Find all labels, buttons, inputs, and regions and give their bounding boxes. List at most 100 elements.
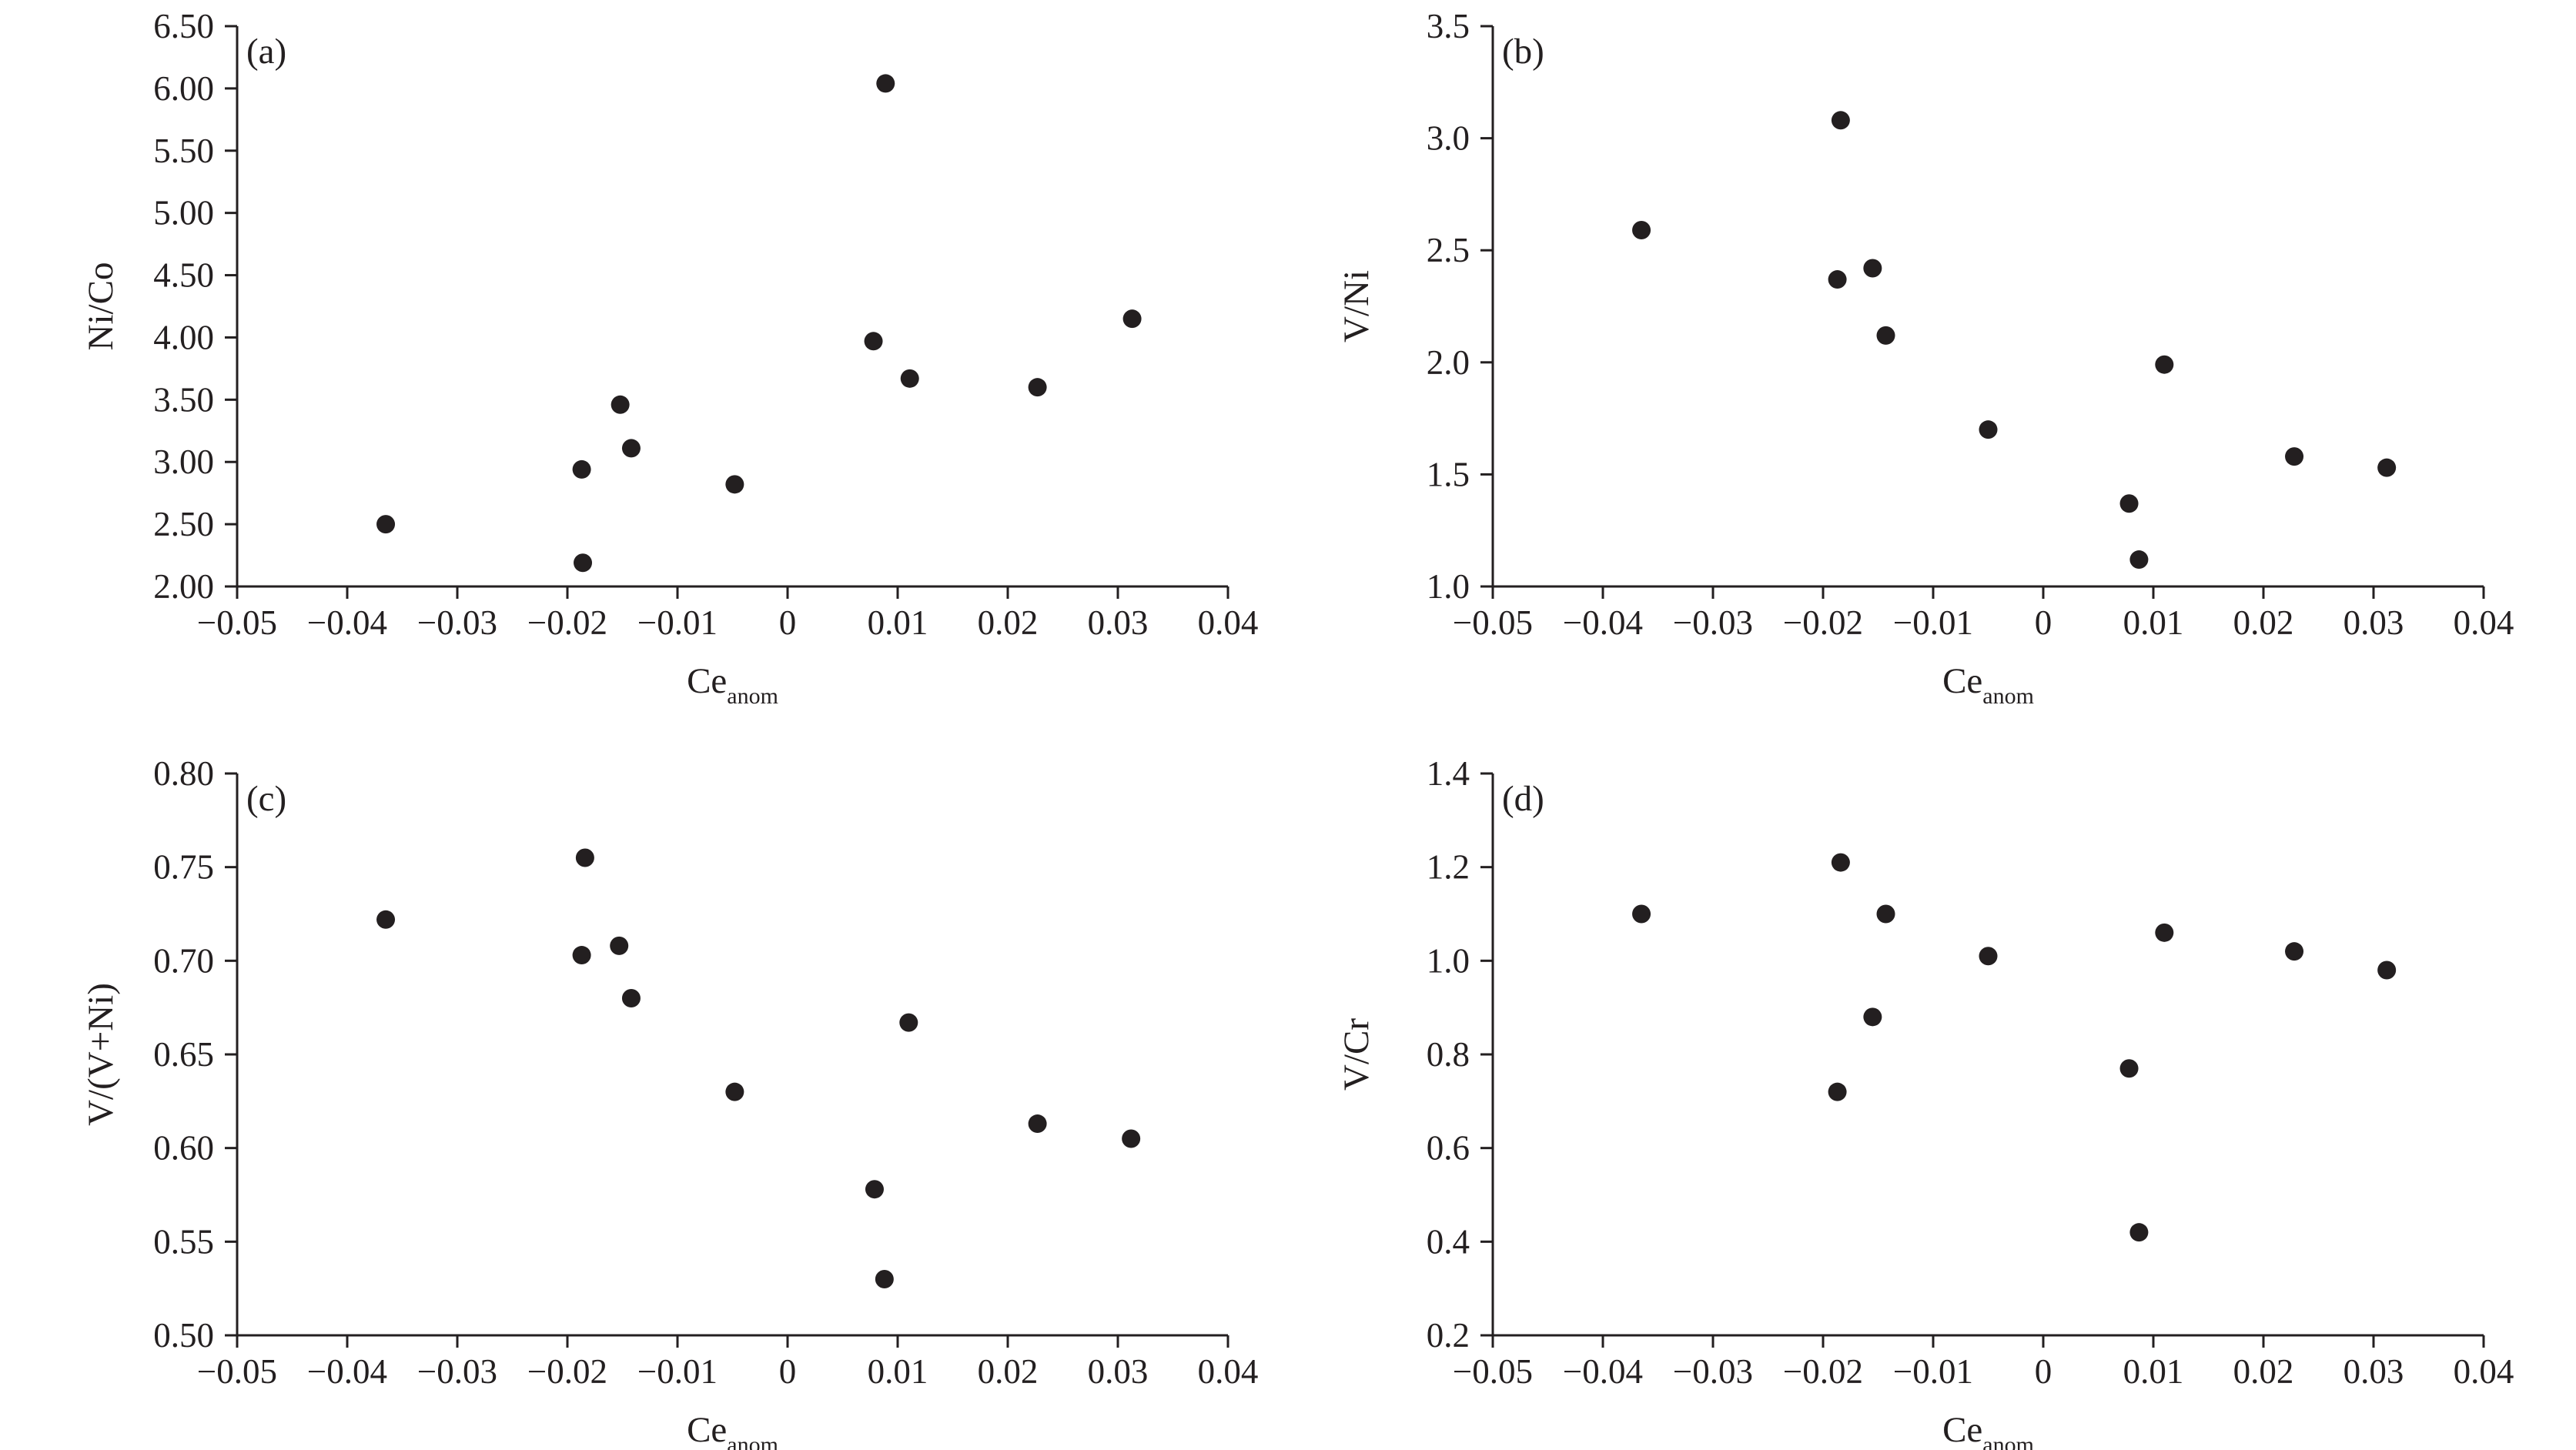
y-tick-label: 5.50 (153, 132, 214, 170)
data-point (1828, 270, 1847, 289)
x-tick-label: −0.02 (527, 603, 607, 642)
x-tick-label: 0.02 (978, 1352, 1039, 1391)
y-tick-label: 2.0 (1427, 343, 1470, 382)
x-tick-label: 0.02 (2233, 1352, 2294, 1391)
x-axis-title-subscript: anom (1982, 683, 2034, 709)
x-tick-label: 0 (2035, 603, 2052, 642)
x-axis-title-main: Ce (687, 1410, 727, 1450)
y-tick-label: 0.50 (153, 1316, 214, 1355)
x-tick-label: −0.03 (417, 603, 497, 642)
x-axis-title: Ceanom (687, 661, 778, 709)
y-tick-label: 0.80 (153, 754, 214, 793)
x-tick-label: −0.01 (1893, 1352, 1973, 1391)
y-tick-label: 1.0 (1427, 567, 1470, 606)
y-tick-label: 3.0 (1427, 119, 1470, 158)
x-axis-title-subscript: anom (1982, 1432, 2034, 1450)
x-tick-label: −0.04 (307, 1352, 387, 1391)
x-tick-label: 0.04 (2454, 1352, 2514, 1391)
x-tick-label: −0.02 (1783, 603, 1863, 642)
data-point (2129, 550, 2149, 570)
data-point (2155, 923, 2174, 942)
panel-c: −0.05 −0.04 −0.03 −0.02 −0.01 0 0.01 0.02 0.03 0.… (81, 754, 1258, 1450)
x-tick-label: −0.03 (417, 1352, 497, 1391)
data-point (875, 1270, 894, 1288)
data-point (621, 989, 641, 1007)
x-tick-label: −0.04 (307, 603, 387, 642)
y-tick-label: 3.50 (153, 380, 214, 419)
x-axis-title: Ceanom (1942, 661, 2034, 709)
data-point (1876, 326, 1895, 345)
x-tick-label: −0.04 (1563, 1352, 1643, 1391)
panel-a: −0.05 −0.04 −0.03 −0.02 −0.01 0 0.01 0.02 0.03 0.… (81, 7, 1258, 709)
y-tick-label: 0.2 (1427, 1316, 1470, 1355)
data-point (2285, 942, 2304, 961)
x-axis-title: Ceanom (1942, 1410, 2034, 1450)
data-point (1122, 309, 1142, 329)
y-tick-label: 2.00 (153, 567, 214, 606)
y-tick-label: 2.5 (1427, 231, 1470, 269)
data-point (1831, 853, 1850, 872)
panel-label: (c) (246, 779, 286, 819)
data-point (864, 332, 883, 351)
x-tick-label: 0.04 (1198, 603, 1259, 642)
data-point (2119, 1059, 2139, 1078)
data-point (1632, 904, 1651, 924)
x-tick-label: −0.03 (1673, 1352, 1753, 1391)
x-tick-label: −0.02 (527, 1352, 607, 1391)
x-tick-label: −0.02 (1783, 1352, 1863, 1391)
y-tick-label: 6.00 (153, 69, 214, 108)
data-point (610, 936, 629, 955)
data-point (376, 515, 396, 534)
x-axis-title-subscript: anom (727, 1432, 778, 1450)
x-tick-label: −0.01 (1893, 603, 1973, 642)
data-point (1122, 1129, 1141, 1148)
y-tick-label: 0.6 (1427, 1129, 1470, 1168)
data-point (2377, 961, 2397, 980)
x-tick-label: −0.05 (197, 603, 277, 642)
x-tick-label: −0.03 (1673, 603, 1753, 642)
y-tick-label: 6.50 (153, 7, 214, 45)
data-point (574, 553, 593, 573)
data-point (1876, 904, 1895, 924)
y-tick-label: 3.5 (1427, 7, 1470, 45)
x-axis-title: Ceanom (687, 1410, 778, 1450)
panel-label: (b) (1502, 32, 1544, 72)
x-tick-label: −0.05 (1453, 603, 1533, 642)
x-tick-label: −0.04 (1563, 603, 1643, 642)
panel-label: (d) (1502, 779, 1544, 819)
x-tick-label: 0.01 (868, 1352, 928, 1391)
data-point (1632, 220, 1651, 239)
y-tick-label: 0.60 (153, 1129, 214, 1168)
y-tick-label: 0.65 (153, 1035, 214, 1074)
y-axis-title: V/(V+Ni) (81, 983, 121, 1126)
x-tick-label: 0 (779, 603, 797, 642)
y-tick-label: 4.50 (153, 256, 214, 295)
data-point (2129, 1223, 2149, 1242)
data-point (1863, 1007, 1882, 1027)
data-point (2155, 355, 2174, 374)
y-tick-label: 0.8 (1427, 1035, 1470, 1074)
x-axis-title-main: Ce (1942, 1410, 1982, 1450)
y-tick-label: 1.2 (1427, 848, 1470, 887)
x-tick-label: 0.03 (2343, 1352, 2404, 1391)
data-point (725, 1082, 744, 1101)
x-tick-label: 0.03 (1088, 1352, 1149, 1391)
y-tick-label: 4.00 (153, 318, 214, 356)
data-point (900, 369, 919, 388)
x-tick-label: −0.05 (1453, 1352, 1533, 1391)
data-point (876, 74, 895, 93)
panel-label: (a) (246, 32, 286, 72)
panel-b: −0.05 −0.04 −0.03 −0.02 −0.01 0 0.01 0.02 0.03 0.… (1337, 7, 2514, 709)
y-axis-title: V/Ni (1337, 270, 1377, 342)
x-tick-label: 0.01 (868, 603, 928, 642)
data-point (1831, 111, 1850, 130)
data-point (1028, 1114, 1047, 1134)
x-tick-label: 0.04 (2454, 603, 2514, 642)
data-point (899, 1013, 918, 1032)
x-tick-label: −0.01 (637, 1352, 718, 1391)
data-point (725, 475, 744, 494)
x-tick-label: 0.01 (2123, 603, 2184, 642)
data-point (376, 910, 396, 929)
y-tick-label: 5.00 (153, 194, 214, 232)
